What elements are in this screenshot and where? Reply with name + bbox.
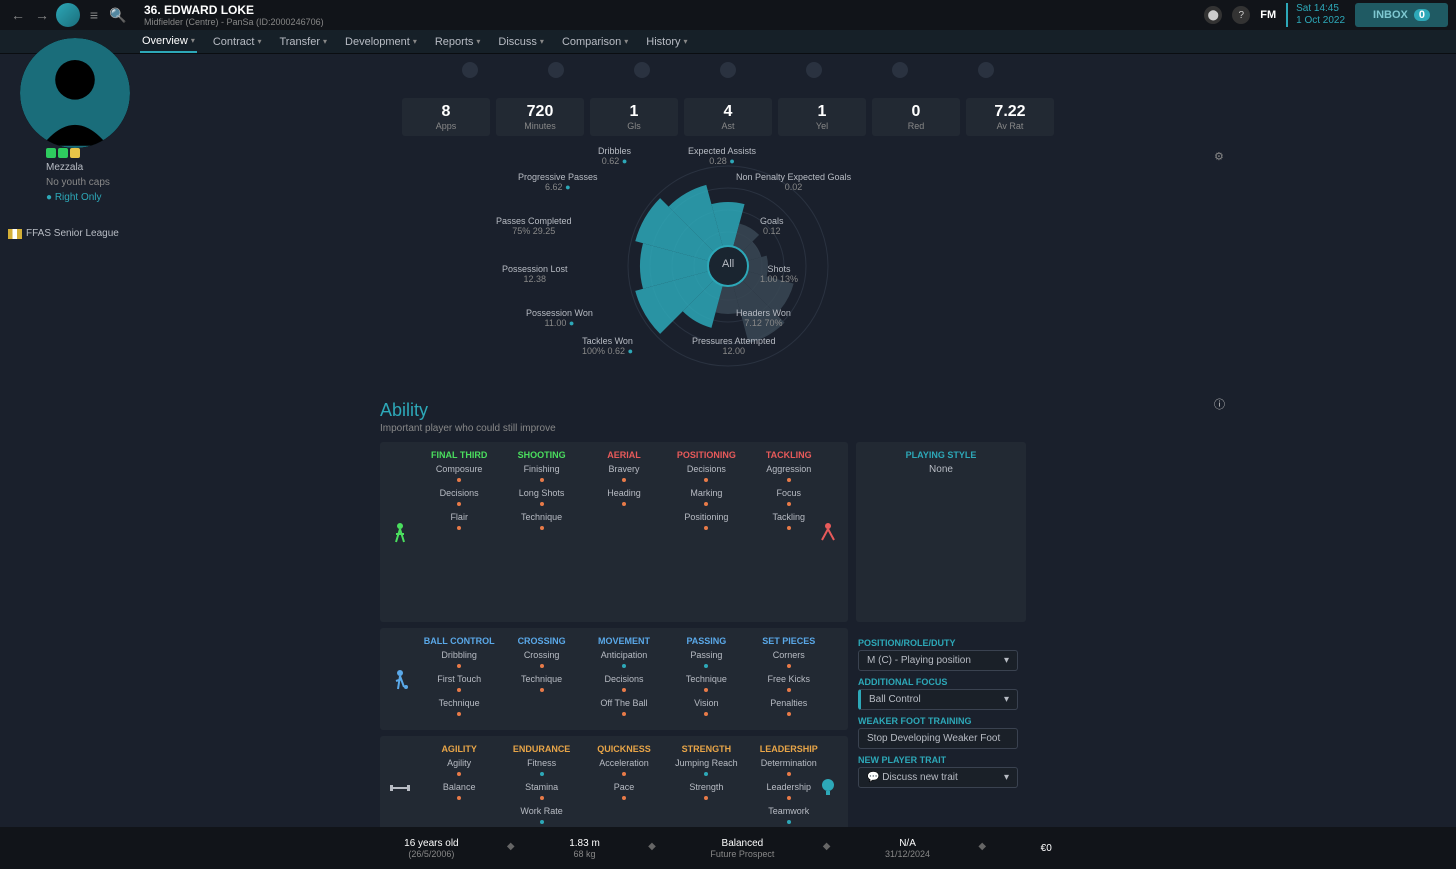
divider-icon: ◆ (823, 841, 837, 855)
dev-focus-label: ADDITIONAL FOCUS (858, 677, 1024, 687)
help-icon[interactable]: ? (1232, 6, 1250, 24)
radar-label: Non Penalty Expected Goals0.02 (736, 172, 851, 192)
tab-discuss[interactable]: Discuss ▾ (496, 32, 546, 52)
menu-icon[interactable]: ≡ (84, 5, 104, 25)
stat-card-red[interactable]: 0Red (872, 98, 960, 136)
bottom-info: €0 (1041, 843, 1052, 854)
focus-select[interactable]: Ball Control▾ (858, 689, 1018, 710)
attack-player-icon (388, 520, 412, 544)
stat-card-apps[interactable]: 8Apps (402, 98, 490, 136)
back-button[interactable]: ← (8, 5, 28, 25)
main-content: 8Apps720Minutes1Gls4Ast1Yel0Red7.22Av Ra… (0, 54, 1456, 869)
stat-card-yel[interactable]: 1Yel (778, 98, 866, 136)
stat-icon (978, 62, 994, 78)
bottom-info: 1.83 m68 kg (569, 838, 600, 859)
ability-col: QUICKNESSAccelerationPace (584, 744, 664, 830)
ability-col: POSITIONINGDecisionsMarkingPositioning (666, 450, 746, 536)
forward-button[interactable]: → (32, 5, 52, 25)
technical-player-icon (388, 667, 412, 691)
topbar: ← → ≡ 🔍 36. EDWARD LOKE Midfielder (Cent… (0, 0, 1456, 30)
stat-card-av rat[interactable]: 7.22Av Rat (966, 98, 1054, 136)
development-panel: POSITION/ROLE/DUTY M (C) - Playing posit… (858, 444, 1024, 788)
tab-comparison[interactable]: Comparison ▾ (560, 32, 630, 52)
gear-icon[interactable]: ⚙ (1214, 150, 1228, 164)
radar-label: Goals0.12 (760, 216, 784, 236)
ability-title: Ability (380, 400, 1456, 421)
club-badge[interactable] (56, 3, 80, 27)
dev-position-label: POSITION/ROLE/DUTY (858, 638, 1024, 648)
weaker-foot-select[interactable]: Stop Developing Weaker Foot (858, 728, 1018, 749)
inbox-button[interactable]: INBOX 0 (1355, 3, 1448, 27)
radar-label: Progressive Passes6.62 ● (518, 172, 598, 192)
radar-label: Passes Completed75% 29.25 (496, 216, 572, 236)
tab-development[interactable]: Development ▾ (343, 32, 419, 52)
player-position-line: Midfielder (Centre) - PanSa (ID:20002467… (144, 17, 324, 27)
stat-card-gls[interactable]: 1Gls (590, 98, 678, 136)
stat-icon (548, 62, 564, 78)
bulb-icon (816, 775, 840, 799)
bottom-info: BalancedFuture Prospect (710, 838, 774, 859)
dev-weaker-label: WEAKER FOOT TRAINING (858, 716, 1024, 726)
radar-label: Headers Won7.12 70% (736, 308, 791, 328)
stat-icon (806, 62, 822, 78)
info-icon[interactable]: ⓘ (1214, 396, 1228, 410)
radar-label: Shots1.00 13% (760, 264, 798, 284)
radar-label: Expected Assists0.28 ● (688, 146, 756, 166)
ability-col: AERIALBraveryHeading (584, 450, 664, 536)
dev-trait-label: NEW PLAYER TRAIT (858, 755, 1024, 765)
radar-label: Possession Lost12.38 (502, 264, 568, 284)
ability-panel-technical: BALL CONTROLDribblingFirst TouchTechniqu… (380, 628, 848, 730)
radar-label: Tackles Won100% 0.62 ● (582, 336, 633, 356)
stat-card-minutes[interactable]: 720Minutes (496, 98, 584, 136)
ability-col: STRENGTHJumping ReachStrength (666, 744, 746, 830)
stat-icon (892, 62, 908, 78)
ability-col: BALL CONTROLDribblingFirst TouchTechniqu… (419, 636, 499, 722)
ability-col: SHOOTINGFinishingLong ShotsTechnique (502, 450, 582, 536)
tab-contract[interactable]: Contract ▾ (211, 32, 264, 52)
divider-icon: ◆ (648, 841, 662, 855)
stat-icon (634, 62, 650, 78)
game-date[interactable]: Sat 14:45 1 Oct 2022 (1286, 3, 1345, 27)
tab-history[interactable]: History ▾ (644, 32, 689, 52)
ability-col: FINAL THIRDComposureDecisionsFlair (419, 450, 499, 536)
radar-label: Possession Won11.00 ● (526, 308, 593, 328)
radar-center-label[interactable]: All (722, 258, 734, 270)
tab-transfer[interactable]: Transfer ▾ (277, 32, 329, 52)
ability-panel-physical: AGILITYAgilityBalanceENDURANCEFitnessSta… (380, 736, 848, 838)
ability-col: SET PIECESCornersFree KicksPenalties (749, 636, 829, 722)
ability-col: ENDURANCEFitnessStaminaWork Rate (502, 744, 582, 830)
tabs-row: Overview ▾Contract ▾Transfer ▾Developmen… (0, 30, 1456, 54)
search-icon[interactable]: 🔍 (108, 5, 128, 25)
ability-subtitle: Important player who could still improve (380, 423, 1456, 434)
bottom-bar: 16 years old(26/5/2006) ◆ 1.83 m68 kg ◆ Bala… (0, 827, 1456, 869)
bottom-info: 16 years old(26/5/2006) (404, 838, 458, 859)
ability-panel-attack-defend: FINAL THIRDComposureDecisionsFlairSHOOTI… (380, 442, 848, 622)
ability-col: MOVEMENTAnticipationDecisionsOff The Bal… (584, 636, 664, 722)
globe-icon[interactable]: ⬤ (1204, 6, 1222, 24)
stat-card-ast[interactable]: 4Ast (684, 98, 772, 136)
position-select[interactable]: M (C) - Playing position▾ (858, 650, 1018, 671)
ability-col: CROSSINGCrossingTechnique (502, 636, 582, 722)
ability-col: AGILITYAgilityBalance (419, 744, 499, 830)
radar-label: Pressures Attempted12.00 (692, 336, 776, 356)
stats-row: 8Apps720Minutes1Gls4Ast1Yel0Red7.22Av Ra… (0, 98, 1456, 136)
defend-player-icon (816, 520, 840, 544)
stat-icon (720, 62, 736, 78)
divider-icon: ◆ (507, 841, 521, 855)
trait-select[interactable]: 💬 Discuss new trait▾ (858, 767, 1018, 788)
divider-icon: ◆ (978, 841, 992, 855)
radar-label: Dribbles0.62 ● (598, 146, 631, 166)
dumbbell-icon (388, 775, 412, 799)
bottom-info: N/A31/12/2024 (885, 838, 930, 859)
radar-chart: All Dribbles0.62 ● Expected Assists0.28 ●… (468, 146, 988, 386)
ability-col: PASSINGPassingTechniqueVision (666, 636, 746, 722)
fm-label[interactable]: FM (1260, 9, 1276, 21)
stat-icon (462, 62, 478, 78)
player-name: 36. EDWARD LOKE (144, 3, 324, 17)
tab-reports[interactable]: Reports ▾ (433, 32, 483, 52)
